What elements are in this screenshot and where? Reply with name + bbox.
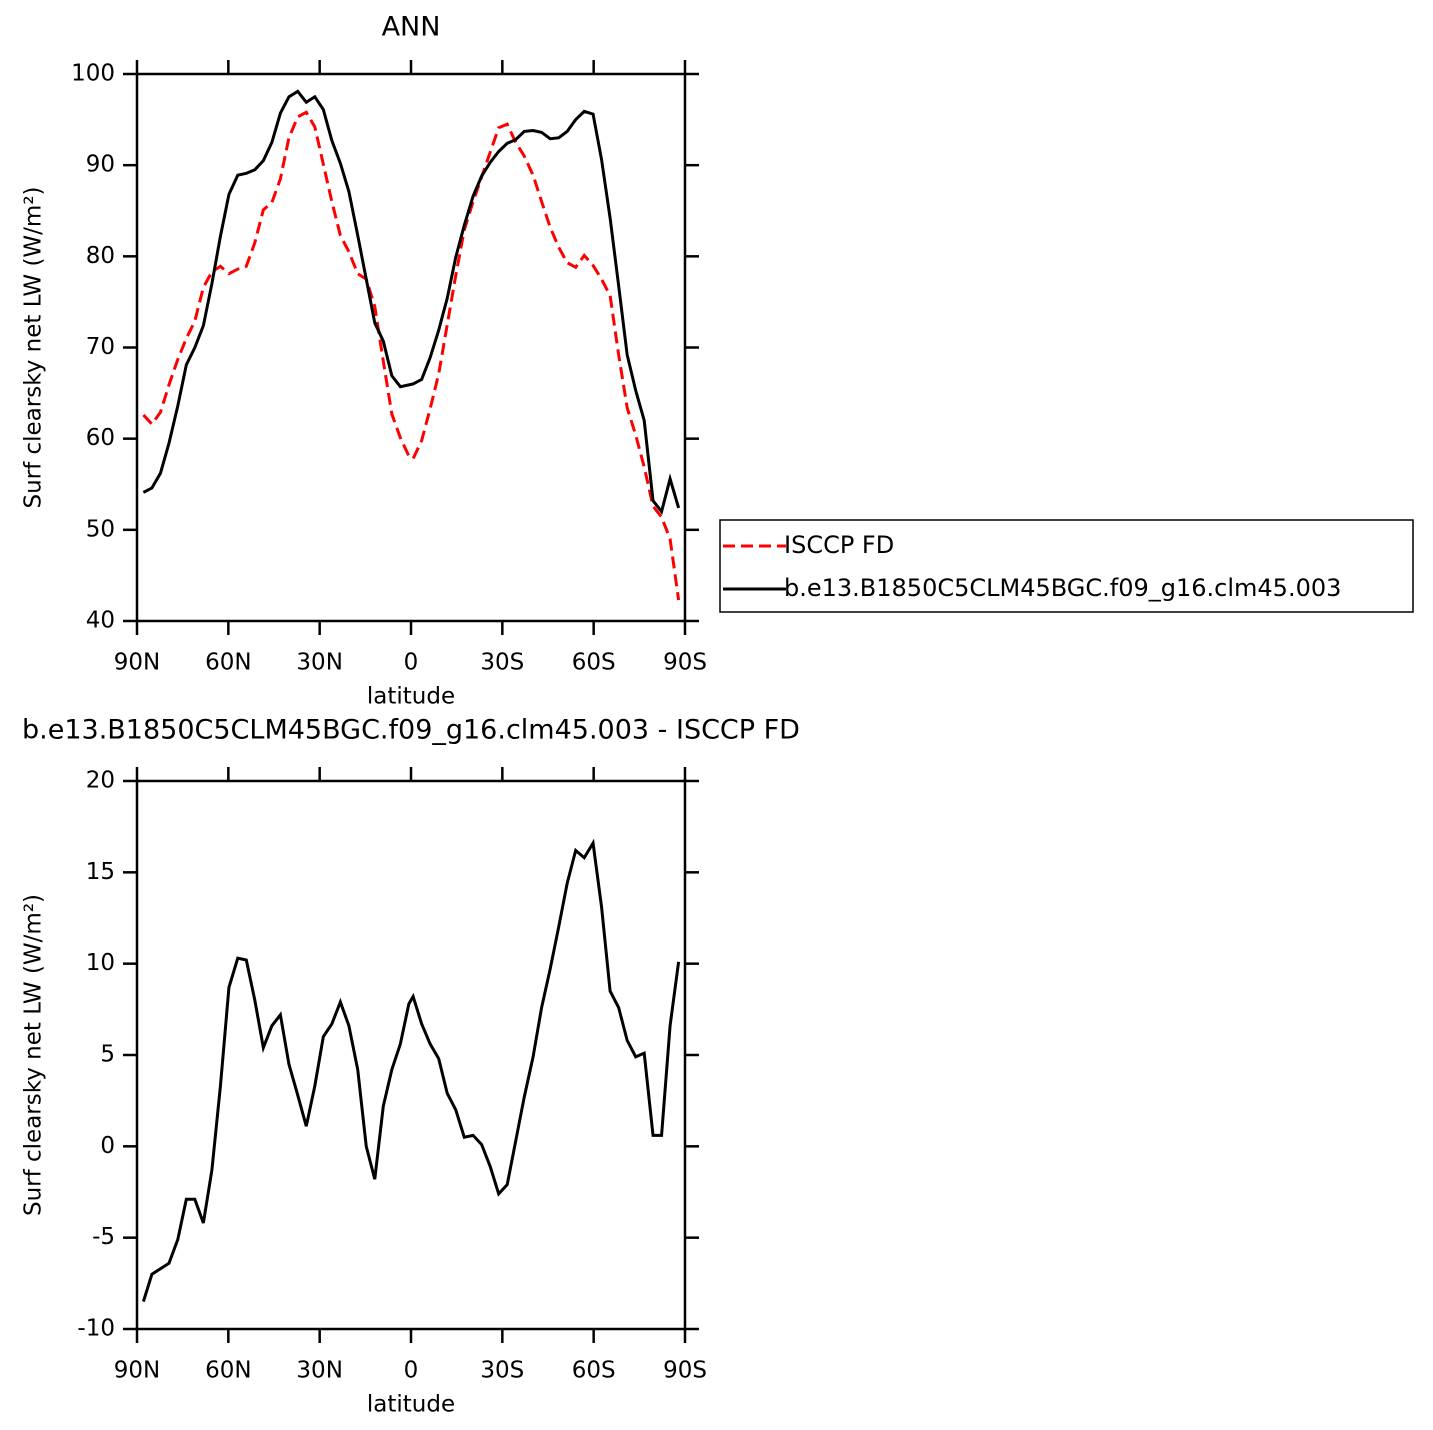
legend-box: [719, 519, 1414, 613]
legend-label: ISCCP FD: [784, 531, 894, 559]
plot-frame: [135, 779, 687, 1331]
plot-frame: [135, 72, 687, 623]
y-tick-label: 20: [86, 768, 115, 794]
data-line: [142, 89, 681, 515]
y-tick-label: 100: [71, 61, 115, 87]
x-tick-label: 30N: [296, 1358, 342, 1384]
legend-label: b.e13.B1850C5CLM45BGC.f09_g16.clm45.003: [784, 574, 1341, 602]
y-tick-label: -5: [92, 1224, 115, 1250]
x-tick-label: 60S: [572, 1358, 616, 1384]
y-axis-label: Surf clearsky net LW (W/m²): [21, 894, 47, 1216]
y-tick-label: 60: [86, 425, 115, 451]
x-tick-label: 30S: [480, 650, 524, 676]
data-line: [141, 838, 681, 1303]
x-tick-label: 90S: [663, 650, 707, 676]
x-tick-label: 30S: [480, 1358, 524, 1384]
y-tick-label: 0: [100, 1133, 115, 1159]
y-tick-label: 90: [86, 152, 115, 178]
x-tick-label: 30N: [296, 650, 342, 676]
x-tick-label: 90S: [663, 1358, 707, 1384]
y-tick-label: 70: [86, 334, 115, 360]
y-tick-label: 15: [86, 859, 115, 885]
y-tick-label: 10: [86, 950, 115, 976]
x-tick-label: 90N: [114, 650, 160, 676]
x-tick-label: 90N: [114, 1358, 160, 1384]
y-axis-label: Surf clearsky net LW (W/m²): [21, 186, 47, 508]
chart-title: ANN: [382, 12, 441, 43]
x-axis-label: latitude: [367, 684, 455, 710]
y-tick-label: 5: [100, 1042, 115, 1068]
chart-title: b.e13.B1850C5CLM45BGC.f09_g16.clm45.003 …: [22, 715, 800, 746]
y-tick-label: 80: [86, 243, 115, 269]
x-tick-label: 0: [404, 1358, 419, 1384]
data-line: [142, 110, 681, 601]
x-tick-label: 60N: [205, 650, 251, 676]
x-tick-label: 0: [404, 650, 419, 676]
x-axis-label: latitude: [367, 1392, 455, 1418]
x-tick-label: 60S: [572, 650, 616, 676]
y-tick-label: -10: [77, 1316, 115, 1342]
y-tick-label: 50: [86, 516, 115, 542]
x-tick-label: 60N: [205, 1358, 251, 1384]
y-tick-label: 40: [86, 608, 115, 634]
